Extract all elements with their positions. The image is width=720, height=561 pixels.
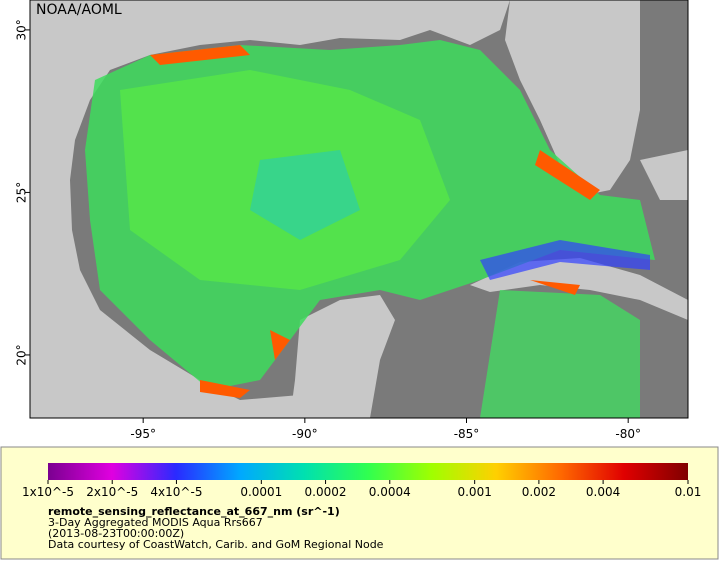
data-field — [250, 150, 360, 240]
caption-variable: remote_sensing_reflectance_at_667_nm (sr… — [48, 505, 340, 518]
data-field — [480, 240, 650, 280]
land-yucatan — [290, 295, 395, 418]
colorbar-tick-label: 2x10^-5 — [86, 485, 138, 499]
colorbar — [48, 463, 688, 480]
data-field — [480, 290, 640, 418]
colorbar-tick-label: 0.002 — [522, 485, 556, 499]
y-tick-label: 30° — [15, 19, 29, 40]
colorbar-tick-label: 0.0004 — [369, 485, 411, 499]
y-tick-label: 20° — [15, 344, 29, 365]
map-area — [30, 0, 688, 418]
x-tick-label: -80° — [615, 427, 641, 441]
colorbar-tick-label: 0.0001 — [240, 485, 282, 499]
colorbar-tick-label: 0.0002 — [305, 485, 347, 499]
colorbar-tick-label: 1x10^-5 — [22, 485, 74, 499]
map-border — [29, 0, 689, 419]
land-bahamas — [640, 150, 688, 200]
caption-source: Data courtesy of CoastWatch, Carib. and … — [48, 538, 384, 551]
colorbar-tick-label: 0.004 — [586, 485, 620, 499]
land-florida — [505, 0, 640, 195]
caption-time: (2013-08-23T00:00:00Z) — [48, 527, 184, 540]
colorbar-tick-label: 0.001 — [457, 485, 491, 499]
credit: NOAA/AOML — [36, 2, 122, 18]
land-cuba — [470, 258, 688, 320]
x-tick-label: -95° — [130, 427, 156, 441]
x-tick-label: -85° — [454, 427, 480, 441]
colorbar-tick-label: 0.01 — [675, 485, 702, 499]
land-mexico-us — [30, 0, 510, 418]
x-tick-label: -90° — [292, 427, 318, 441]
caption-product: 3-Day Aggregated MODIS Aqua Rrs667 — [48, 516, 263, 529]
colorbar-tick-label: 4x10^-5 — [150, 485, 202, 499]
y-tick-label: 25° — [15, 182, 29, 203]
